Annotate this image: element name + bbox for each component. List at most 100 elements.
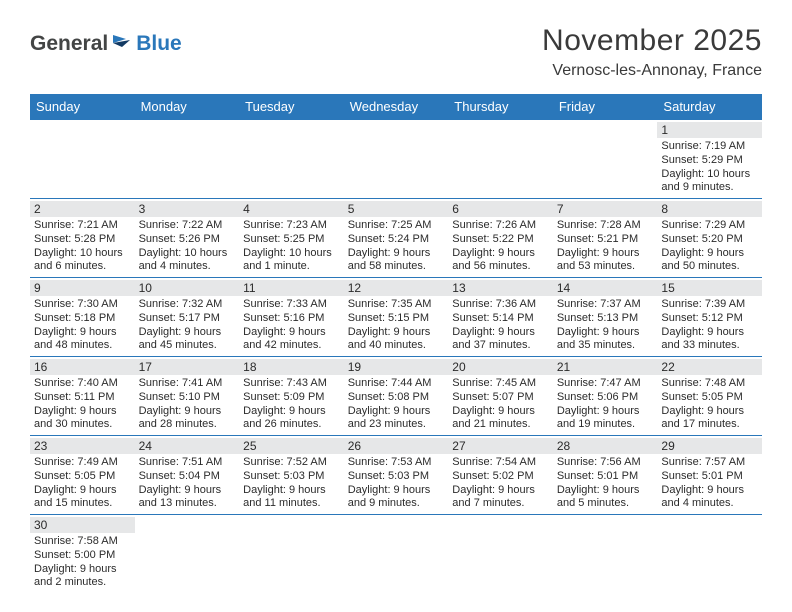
sunset-text: Sunset: 5:12 PM [661,312,758,326]
day-number-bar: 13 [448,280,553,296]
day2-text: and 2 minutes. [34,576,131,590]
day2-text: and 42 minutes. [243,339,340,353]
sunrise-text: Sunrise: 7:33 AM [243,298,340,312]
day1-text: Daylight: 9 hours [452,247,549,261]
sunrise-text: Sunrise: 7:35 AM [348,298,445,312]
day-number-bar: 9 [30,280,135,296]
day2-text: and 17 minutes. [661,418,758,432]
day1-text: Daylight: 9 hours [661,405,758,419]
day-number: 26 [348,439,445,453]
day-cell: 16Sunrise: 7:40 AMSunset: 5:11 PMDayligh… [30,357,135,435]
week-row: 30Sunrise: 7:58 AMSunset: 5:00 PMDayligh… [30,515,762,593]
sunrise-text: Sunrise: 7:19 AM [661,140,758,154]
day-cell: 5Sunrise: 7:25 AMSunset: 5:24 PMDaylight… [344,199,449,277]
day2-text: and 56 minutes. [452,260,549,274]
day-number: 29 [661,439,758,453]
weekday-header: Tuesday [239,94,344,120]
day1-text: Daylight: 9 hours [243,405,340,419]
day-cell: 19Sunrise: 7:44 AMSunset: 5:08 PMDayligh… [344,357,449,435]
day-cell: 8Sunrise: 7:29 AMSunset: 5:20 PMDaylight… [657,199,762,277]
sunset-text: Sunset: 5:29 PM [661,154,758,168]
sunrise-text: Sunrise: 7:44 AM [348,377,445,391]
day2-text: and 5 minutes. [557,497,654,511]
sunset-text: Sunset: 5:18 PM [34,312,131,326]
sunset-text: Sunset: 5:01 PM [557,470,654,484]
sunset-text: Sunset: 5:28 PM [34,233,131,247]
day1-text: Daylight: 10 hours [661,168,758,182]
weekday-header: Friday [553,94,658,120]
day1-text: Daylight: 9 hours [348,484,445,498]
weekday-header: Monday [135,94,240,120]
day2-text: and 48 minutes. [34,339,131,353]
day-number: 4 [243,202,340,216]
day-number-bar: 16 [30,359,135,375]
logo: General Blue [30,24,182,56]
day-cell: 11Sunrise: 7:33 AMSunset: 5:16 PMDayligh… [239,278,344,356]
day-number-bar: 15 [657,280,762,296]
day-number-bar: 7 [553,201,658,217]
day-cell: 28Sunrise: 7:56 AMSunset: 5:01 PMDayligh… [553,436,658,514]
day-cell [553,515,658,593]
day1-text: Daylight: 9 hours [34,405,131,419]
sunset-text: Sunset: 5:03 PM [348,470,445,484]
day-number-bar: 2 [30,201,135,217]
day-number: 30 [34,518,131,532]
day-number-bar: 29 [657,438,762,454]
day1-text: Daylight: 10 hours [243,247,340,261]
sunrise-text: Sunrise: 7:37 AM [557,298,654,312]
sunset-text: Sunset: 5:17 PM [139,312,236,326]
sunset-text: Sunset: 5:05 PM [34,470,131,484]
day-number: 3 [139,202,236,216]
week-row: 16Sunrise: 7:40 AMSunset: 5:11 PMDayligh… [30,357,762,436]
sunset-text: Sunset: 5:16 PM [243,312,340,326]
day1-text: Daylight: 9 hours [557,405,654,419]
day-cell [239,120,344,198]
sunset-text: Sunset: 5:15 PM [348,312,445,326]
day-number-bar: 8 [657,201,762,217]
day2-text: and 23 minutes. [348,418,445,432]
weekday-header: Wednesday [344,94,449,120]
day-number: 9 [34,281,131,295]
day-cell: 20Sunrise: 7:45 AMSunset: 5:07 PMDayligh… [448,357,553,435]
title-block: November 2025 Vernosc-les-Annonay, Franc… [542,24,762,80]
day-number: 7 [557,202,654,216]
week-row: 9Sunrise: 7:30 AMSunset: 5:18 PMDaylight… [30,278,762,357]
day-cell [344,515,449,593]
day-number-bar: 26 [344,438,449,454]
weekday-header: Saturday [657,94,762,120]
day-cell: 30Sunrise: 7:58 AMSunset: 5:00 PMDayligh… [30,515,135,593]
day-cell: 24Sunrise: 7:51 AMSunset: 5:04 PMDayligh… [135,436,240,514]
logo-blue-text: Blue [136,32,182,56]
day2-text: and 6 minutes. [34,260,131,274]
day-cell: 17Sunrise: 7:41 AMSunset: 5:10 PMDayligh… [135,357,240,435]
day-cell: 25Sunrise: 7:52 AMSunset: 5:03 PMDayligh… [239,436,344,514]
day2-text: and 9 minutes. [348,497,445,511]
day1-text: Daylight: 9 hours [557,326,654,340]
day-cell: 13Sunrise: 7:36 AMSunset: 5:14 PMDayligh… [448,278,553,356]
sunrise-text: Sunrise: 7:26 AM [452,219,549,233]
week-row: 23Sunrise: 7:49 AMSunset: 5:05 PMDayligh… [30,436,762,515]
logo-flag-icon [112,34,134,57]
day-cell: 14Sunrise: 7:37 AMSunset: 5:13 PMDayligh… [553,278,658,356]
day1-text: Daylight: 9 hours [243,484,340,498]
day-number: 14 [557,281,654,295]
weekday-header: Thursday [448,94,553,120]
day-number: 20 [452,360,549,374]
sunset-text: Sunset: 5:02 PM [452,470,549,484]
day-cell: 21Sunrise: 7:47 AMSunset: 5:06 PMDayligh… [553,357,658,435]
day-number-bar: 17 [135,359,240,375]
sunrise-text: Sunrise: 7:23 AM [243,219,340,233]
day2-text: and 58 minutes. [348,260,445,274]
day2-text: and 19 minutes. [557,418,654,432]
sunrise-text: Sunrise: 7:21 AM [34,219,131,233]
day-number-bar: 5 [344,201,449,217]
sunrise-text: Sunrise: 7:43 AM [243,377,340,391]
week-row: 2 Sunrise: 7:21 AMSunset: 5:28 PM Daylight… [30,199,762,278]
day2-text: and 7 minutes. [452,497,549,511]
sunrise-text: Sunrise: 7:36 AM [452,298,549,312]
sunrise-text: Sunrise: 7:57 AM [661,456,758,470]
day-number: 18 [243,360,340,374]
weeks-container: 1Sunrise: 7:19 AMSunset: 5:29 PMDaylight… [30,120,762,593]
day-number: 5 [348,202,445,216]
day1-text: Daylight: 9 hours [139,326,236,340]
